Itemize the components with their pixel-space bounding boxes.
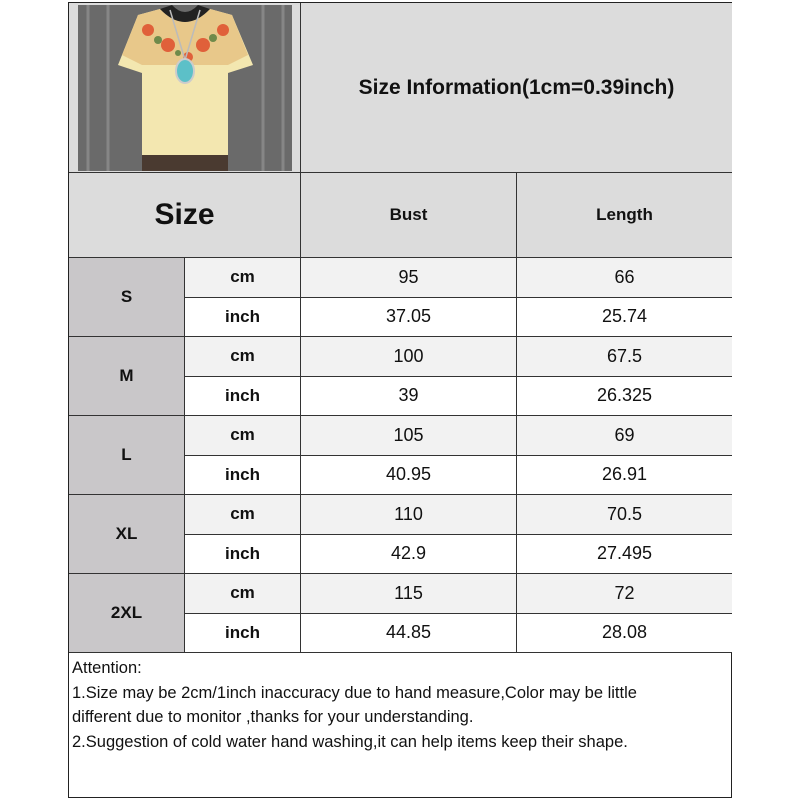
size-label: S bbox=[69, 258, 185, 337]
bust-inch-value: 40.95 bbox=[301, 455, 517, 495]
unit-cm-label: cm bbox=[185, 574, 301, 614]
length-cm-value: 70.5 bbox=[517, 495, 732, 535]
bust-inch-value: 44.85 bbox=[301, 613, 517, 653]
length-cm-value: 69 bbox=[517, 416, 732, 456]
unit-inch-label: inch bbox=[185, 376, 301, 416]
size-label: XL bbox=[69, 495, 185, 574]
length-inch-value: 26.91 bbox=[517, 455, 732, 495]
attention-notes: Attention: 1.Size may be 2cm/1inch inacc… bbox=[72, 656, 722, 754]
unit-cm-label: cm bbox=[185, 495, 301, 535]
size-info-title: Size Information(1cm=0.39inch) bbox=[301, 3, 732, 173]
size-chart: Size Information(1cm=0.39inch) Size Bust… bbox=[68, 2, 732, 798]
attention-heading: Attention: bbox=[72, 659, 142, 677]
size-label: L bbox=[69, 416, 185, 495]
header-bust: Bust bbox=[301, 173, 517, 258]
length-cm-value: 67.5 bbox=[517, 337, 732, 377]
attention-line: different due to monitor ,thanks for you… bbox=[72, 708, 474, 726]
unit-inch-label: inch bbox=[185, 534, 301, 574]
unit-inch-label: inch bbox=[185, 613, 301, 653]
unit-cm-label: cm bbox=[185, 337, 301, 377]
length-cm-value: 66 bbox=[517, 258, 732, 298]
size-label: M bbox=[69, 337, 185, 416]
bust-cm-value: 100 bbox=[301, 337, 517, 377]
length-inch-value: 28.08 bbox=[517, 613, 732, 653]
attention-line: 2.Suggestion of cold water hand washing,… bbox=[72, 732, 628, 751]
length-cm-value: 72 bbox=[517, 574, 732, 614]
length-inch-value: 27.495 bbox=[517, 534, 732, 574]
header-size: Size bbox=[69, 173, 301, 258]
unit-inch-label: inch bbox=[185, 297, 301, 337]
length-inch-value: 26.325 bbox=[517, 376, 732, 416]
length-inch-value: 25.74 bbox=[517, 297, 732, 337]
bust-inch-value: 42.9 bbox=[301, 534, 517, 574]
attention-line: 1.Size may be 2cm/1inch inaccuracy due t… bbox=[72, 683, 637, 702]
unit-cm-label: cm bbox=[185, 416, 301, 456]
bust-cm-value: 95 bbox=[301, 258, 517, 298]
unit-cm-label: cm bbox=[185, 258, 301, 298]
bust-cm-value: 115 bbox=[301, 574, 517, 614]
blouse-photo-icon bbox=[77, 4, 292, 171]
unit-inch-label: inch bbox=[185, 455, 301, 495]
bust-cm-value: 105 bbox=[301, 416, 517, 456]
bust-inch-value: 37.05 bbox=[301, 297, 517, 337]
bust-inch-value: 39 bbox=[301, 376, 517, 416]
header-length: Length bbox=[517, 173, 732, 258]
size-label: 2XL bbox=[69, 574, 185, 653]
product-photo bbox=[69, 3, 301, 173]
bust-cm-value: 110 bbox=[301, 495, 517, 535]
